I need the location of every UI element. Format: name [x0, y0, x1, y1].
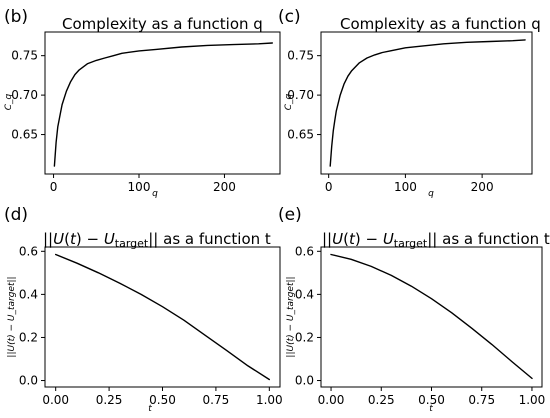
x-tick-label: 0 — [325, 180, 333, 194]
y-tick-label: 0.6 — [295, 244, 314, 258]
chart-title-part: target — [394, 237, 428, 250]
x-tick-label: 100 — [394, 180, 417, 194]
chart-panel: (b) Complexity as a function q 0 100 200 0.65… — [4, 7, 281, 199]
chart-title-part: target — [115, 237, 149, 250]
y-tick-label: 0.0 — [295, 374, 314, 388]
chart-title-part: U — [383, 230, 394, 248]
x-tick-label: 100 — [128, 180, 151, 194]
chart-panel: (c) Complexity as a function q 0 100 200 0.65… — [278, 7, 541, 199]
x-tick-label: 1.00 — [256, 393, 283, 407]
y-tick-label: 0.75 — [11, 49, 38, 63]
x-tick-label: 0.00 — [42, 393, 69, 407]
chart-title: Complexity as a function q — [340, 15, 541, 33]
chart-title: ||U(t) − Utarget|| as a function t — [322, 230, 550, 250]
chart-title-part: t — [70, 230, 77, 248]
y-tick-label: 0.4 — [19, 287, 38, 301]
y-tick-label: 0.2 — [295, 330, 314, 344]
panel-label: (c) — [278, 7, 301, 27]
y-tick-label: 0.70 — [287, 88, 314, 102]
y-axis-label: C_q — [284, 93, 294, 110]
x-axis-label: q — [152, 189, 158, 199]
x-tick-label: 0.50 — [418, 393, 445, 407]
chart-title-part: ( — [64, 230, 70, 248]
chart-title-part: ) − — [355, 230, 383, 248]
plot-area — [44, 246, 281, 388]
y-axis-label: C_q — [4, 93, 14, 110]
x-tick-label: 1.00 — [519, 393, 546, 407]
x-axis-label: q — [428, 189, 434, 199]
series-line — [53, 42, 273, 167]
chart-title-part: U — [104, 230, 115, 248]
y-tick-label: 0.65 — [11, 128, 38, 142]
panel-label: (b) — [4, 7, 28, 27]
chart-title-part: || — [322, 230, 332, 248]
chart-title-part: t — [349, 230, 356, 248]
x-tick-label: 0.75 — [203, 393, 230, 407]
y-tick-label: 0.6 — [19, 244, 38, 258]
chart-title-part: ( — [343, 230, 349, 248]
chart-title-part: U — [53, 230, 64, 248]
x-axis-label: t — [429, 404, 433, 414]
y-tick-label: 0.0 — [19, 374, 38, 388]
y-tick-label: 0.75 — [287, 49, 314, 63]
chart-title-part: ) − — [76, 230, 104, 248]
series-line — [55, 253, 270, 381]
y-tick-label: 0.2 — [19, 330, 38, 344]
x-tick-label: 0 — [50, 180, 58, 194]
x-axis-label: t — [148, 404, 152, 414]
y-axis-label: ||U(t) − U_target|| — [7, 276, 17, 357]
chart-panel: (e)||U(t) − Utarget|| as a function t0.0… — [278, 205, 550, 414]
panel-label: (e) — [278, 205, 302, 225]
chart-title-part: || — [43, 230, 53, 248]
x-tick-label: 0.50 — [149, 393, 176, 407]
chart-title-part: || as a function t — [148, 230, 271, 248]
y-tick-label: 0.65 — [287, 128, 314, 142]
series-line — [330, 253, 533, 380]
x-tick-label: 0.25 — [368, 393, 395, 407]
x-tick-label: 0.00 — [318, 393, 345, 407]
series-line — [329, 39, 526, 167]
chart-title: Complexity as a function q — [62, 15, 263, 33]
plot-area — [320, 246, 543, 388]
y-tick-label: 0.70 — [11, 88, 38, 102]
x-tick-label: 200 — [471, 180, 494, 194]
plot-area — [320, 31, 533, 175]
x-tick-label: 0.75 — [468, 393, 495, 407]
x-tick-label: 200 — [213, 180, 236, 194]
x-tick-label: 0.25 — [96, 393, 123, 407]
chart-panel: (d)||U(t) − Utarget|| as a function t0.0… — [4, 205, 283, 414]
chart-title-part: U — [332, 230, 343, 248]
plot-area — [44, 31, 281, 175]
y-tick-label: 0.4 — [295, 287, 314, 301]
panel-label: (d) — [4, 205, 28, 225]
y-axis-label: ||U(t) − U_target|| — [286, 276, 296, 357]
chart-title-part: || as a function t — [427, 230, 550, 248]
